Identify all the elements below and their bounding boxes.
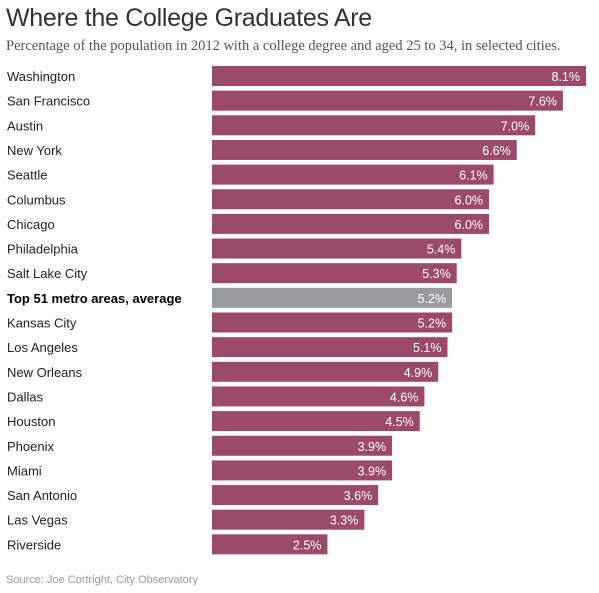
bar (212, 238, 462, 259)
category-label: Phoenix (7, 439, 54, 454)
value-label: 4.9% (404, 366, 433, 380)
value-label: 5.1% (413, 341, 442, 355)
value-label: 8.1% (552, 70, 581, 84)
chart-subtitle: Percentage of the population in 2012 wit… (6, 38, 561, 54)
category-label: Seattle (7, 168, 47, 183)
bar (212, 115, 536, 136)
value-label: 5.3% (422, 267, 451, 281)
bar (212, 435, 393, 456)
bar (212, 263, 457, 284)
value-label: 3.9% (358, 440, 387, 454)
category-label: Riverside (7, 537, 61, 552)
category-label: Philadelphia (7, 242, 79, 257)
bar (212, 90, 563, 111)
bar (212, 139, 517, 160)
bar (212, 534, 328, 555)
average-bar (212, 287, 453, 308)
bar (212, 337, 448, 358)
bar (212, 213, 490, 234)
value-label: 6.0% (455, 218, 484, 232)
bar (212, 312, 453, 333)
category-label: Miami (7, 463, 42, 478)
value-label: 3.6% (344, 489, 373, 503)
value-label: 5.2% (418, 292, 447, 306)
value-label: 5.4% (427, 243, 456, 257)
value-label: 6.6% (482, 144, 511, 158)
category-label: Los Angeles (7, 340, 78, 355)
bar (212, 485, 379, 506)
value-label: 5.2% (418, 317, 447, 331)
bar (212, 164, 494, 185)
value-label: 4.6% (390, 390, 419, 404)
category-label: New Orleans (7, 365, 83, 380)
category-label: San Francisco (7, 94, 90, 109)
category-label: Columbus (7, 192, 66, 207)
category-label: Las Vegas (7, 513, 68, 528)
category-label: Dallas (7, 389, 44, 404)
category-label: Washington (7, 69, 75, 84)
value-label: 7.0% (501, 119, 530, 133)
value-label: 6.1% (459, 169, 488, 183)
category-label: Chicago (7, 217, 55, 232)
bar (212, 361, 439, 382)
category-label: New York (7, 143, 62, 158)
value-label: 7.6% (528, 95, 557, 109)
bar (212, 460, 393, 481)
category-label: San Antonio (7, 488, 77, 503)
value-label: 3.9% (358, 464, 387, 478)
category-label: Kansas City (7, 316, 77, 331)
value-label: 4.5% (385, 415, 414, 429)
bar (212, 66, 586, 86)
bar (212, 189, 490, 210)
bar (212, 509, 365, 530)
category-label: Austin (7, 118, 43, 133)
bar (212, 411, 420, 432)
category-label: Top 51 metro areas, average (7, 291, 182, 306)
value-label: 3.3% (330, 514, 359, 528)
value-label: 6.0% (455, 193, 484, 207)
value-label: 2.5% (293, 538, 322, 552)
chart-title: Where the College Graduates Are (6, 4, 372, 32)
bar (212, 386, 425, 407)
category-label: Houston (7, 414, 55, 429)
category-label: Salt Lake City (7, 266, 88, 281)
source-note: Source: Joe Cortright, City Observatory (6, 574, 198, 586)
